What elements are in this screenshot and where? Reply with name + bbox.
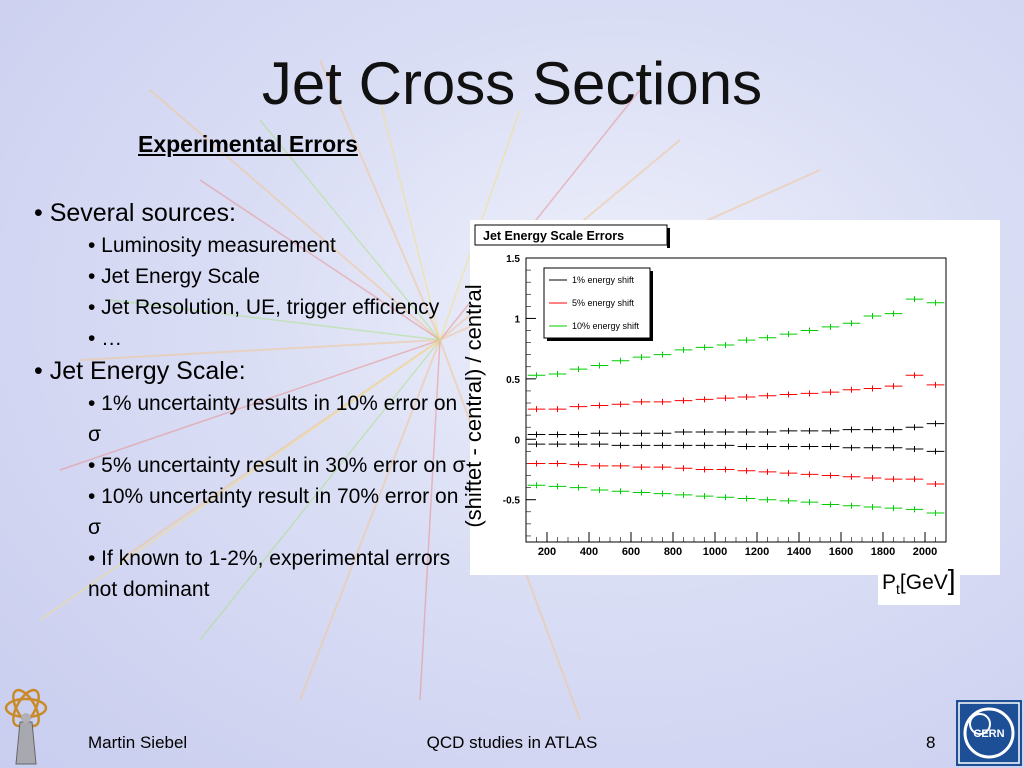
bullet-item: • …: [88, 327, 123, 350]
y-tick-label: 1: [514, 314, 520, 325]
atlas-logo-icon: [4, 688, 48, 765]
slide-title: Jet Cross Sections: [261, 50, 763, 117]
series-3: [527, 460, 945, 487]
x-unit-rest: [GeV: [899, 571, 948, 594]
x-tick-label: 200: [538, 546, 556, 558]
footer-title: QCD studies in ATLAS: [426, 733, 598, 752]
series-0: [527, 420, 945, 438]
bullet-item: • Luminosity measurement: [88, 234, 336, 257]
y-axis-label: (shiftet - central) / central: [461, 284, 486, 528]
legend-entry: 1% energy shift: [572, 275, 635, 285]
bullet-item: • Jet Energy Scale: [88, 265, 260, 288]
jes-error-chart: Jet Energy Scale Errors -0.5 0 0.5 1 1.5 200 40…: [474, 224, 947, 558]
bullet-item: • 10% uncertainty result in 70% error on…: [88, 485, 459, 539]
legend-entry: 10% energy shift: [572, 321, 640, 331]
x-unit-main: P: [882, 571, 897, 594]
x-tick-label: 1000: [703, 546, 727, 558]
legend-entry: 5% energy shift: [572, 298, 635, 308]
x-tick-label: 400: [580, 546, 598, 558]
cern-logo-icon: CERN: [956, 700, 1022, 766]
footer-page-number: 8: [926, 733, 936, 752]
x-unit-bracket: ]: [947, 564, 956, 595]
y-tick-label: 0.5: [506, 375, 520, 386]
chart-title-shadow: [667, 228, 670, 248]
chart-title: Jet Energy Scale Errors: [483, 229, 624, 243]
y-axis-label-box: (shiftet - central) / central: [454, 236, 494, 576]
x-tick-label: 1400: [787, 546, 811, 558]
chart-panel: Jet Energy Scale Errors -0.5 0 0.5 1 1.5 200 40…: [470, 220, 1000, 575]
series-5: [527, 482, 945, 516]
y-tick-label: 0: [514, 435, 520, 446]
x-tick-label: 1800: [871, 546, 895, 558]
x-tick-label: 800: [664, 546, 682, 558]
bullet-item: • Jet Resolution, UE, trigger efficiency: [88, 296, 440, 319]
bullet-item: • Several sources:: [34, 199, 236, 227]
x-tick-label: 600: [622, 546, 640, 558]
x-tick-label: 1600: [829, 546, 853, 558]
x-tick-label: 1200: [745, 546, 769, 558]
bullet-item: • If known to 1-2%, experimental errors …: [88, 547, 451, 601]
bullet-item: • 1% uncertainty results in 10% error on…: [88, 392, 458, 446]
slide-subtitle: Experimental Errors: [138, 131, 358, 157]
bullet-list: • Several sources: • Luminosity measurem…: [34, 196, 474, 676]
x-axis-unit-label: Pt[GeV]: [878, 564, 960, 606]
bullet-item: • 5% uncertainty result in 30% error on …: [88, 454, 466, 477]
cern-logo-text: CERN: [973, 728, 1004, 740]
x-unit-sub: t: [896, 581, 900, 598]
footer-author: Martin Siebel: [88, 733, 188, 752]
y-tick-label: 1.5: [506, 254, 520, 265]
y-tick-label: -0.5: [503, 496, 521, 507]
x-tick-label: 2000: [913, 546, 937, 558]
series-1: [527, 441, 945, 455]
bullet-item: • Jet Energy Scale:: [34, 357, 246, 385]
series-4: [527, 296, 945, 379]
series-2: [527, 372, 945, 413]
